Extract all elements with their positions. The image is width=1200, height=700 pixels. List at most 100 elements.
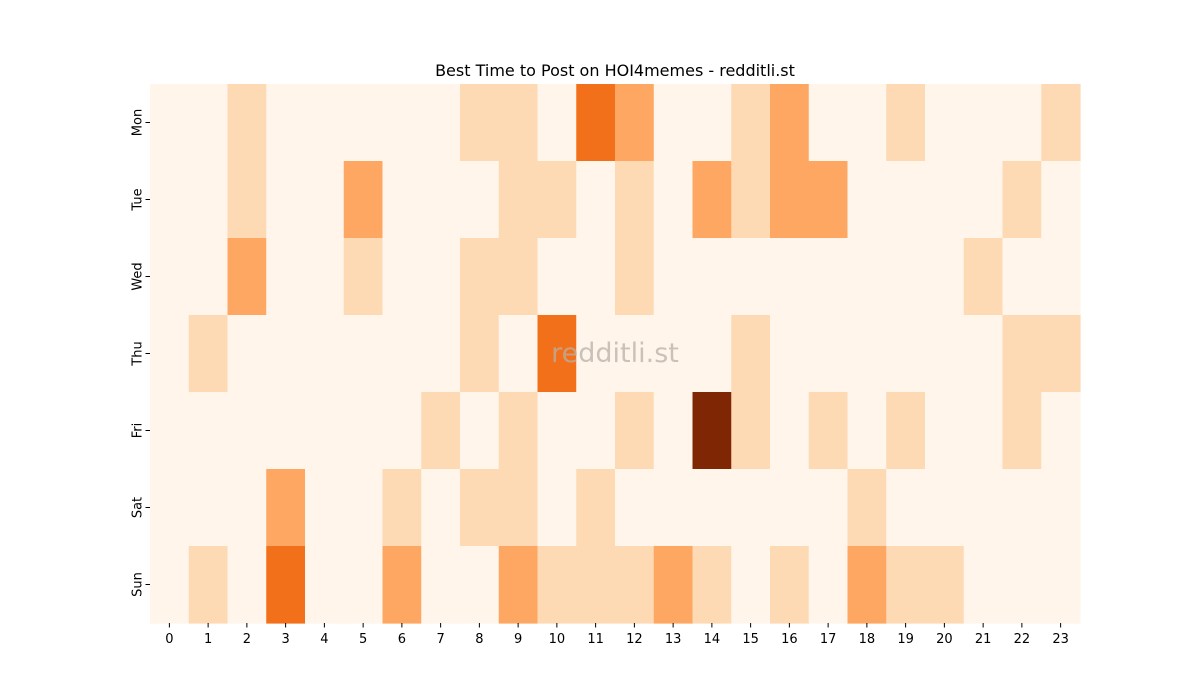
heatmap-cell-mon-3 xyxy=(266,84,306,162)
heatmap-cell-fri-2 xyxy=(227,392,267,470)
x-tick-label: 5 xyxy=(359,632,367,647)
heatmap-cell-sat-15 xyxy=(731,469,771,547)
heatmap-cell-mon-2 xyxy=(227,84,267,162)
heatmap-cell-thu-10 xyxy=(537,315,577,393)
heatmap-cell-tue-8 xyxy=(460,161,500,239)
heatmap-cell-sat-14 xyxy=(692,469,732,547)
heatmap-cell-mon-4 xyxy=(305,84,345,162)
heatmap-cell-wed-7 xyxy=(421,238,461,316)
heatmap-cell-wed-10 xyxy=(537,238,577,316)
heatmap-cell-mon-14 xyxy=(692,84,732,162)
x-tick-label: 14 xyxy=(704,632,721,647)
heatmap-cell-fri-21 xyxy=(963,392,1004,470)
heatmap-cell-sat-23 xyxy=(1041,469,1081,547)
heatmap-cell-fri-5 xyxy=(343,392,384,470)
heatmap-cell-sat-2 xyxy=(227,469,267,547)
x-tick-label: 20 xyxy=(936,632,953,647)
heatmap-cell-fri-14 xyxy=(692,392,732,470)
heatmap-cell-tue-11 xyxy=(576,161,616,239)
chart-title: Best Time to Post on HOI4memes - redditl… xyxy=(435,61,795,80)
heatmap-cell-tue-19 xyxy=(886,161,926,239)
heatmap-cell-tue-1 xyxy=(188,161,229,239)
heatmap-cell-fri-19 xyxy=(886,392,926,470)
heatmap-cell-tue-23 xyxy=(1041,161,1081,239)
heatmap-cell-mon-11 xyxy=(576,84,616,162)
heatmap-cell-mon-19 xyxy=(886,84,926,162)
heatmap-cell-fri-11 xyxy=(576,392,616,470)
heatmap-cell-fri-18 xyxy=(847,392,887,470)
heatmap-cell-mon-9 xyxy=(498,84,539,162)
heatmap-cell-wed-14 xyxy=(692,238,732,316)
heatmap-cell-mon-22 xyxy=(1002,84,1042,162)
heatmap-cell-thu-1 xyxy=(188,315,229,393)
heatmap-cell-wed-22 xyxy=(1002,238,1042,316)
heatmap-cell-thu-4 xyxy=(305,315,345,393)
heatmap-cell-sun-20 xyxy=(925,546,965,624)
heatmap-cell-thu-20 xyxy=(925,315,965,393)
heatmap-cell-thu-2 xyxy=(227,315,267,393)
heatmap-cell-thu-13 xyxy=(653,315,694,393)
heatmap-cell-sun-2 xyxy=(227,546,267,624)
heatmap-cell-fri-12 xyxy=(615,392,655,470)
heatmap-cell-sun-17 xyxy=(808,546,849,624)
heatmap-cell-tue-4 xyxy=(305,161,345,239)
heatmap-cell-tue-21 xyxy=(963,161,1004,239)
x-tick-label: 3 xyxy=(281,632,289,647)
heatmap-cell-fri-0 xyxy=(150,392,190,470)
heatmap-cell-sun-21 xyxy=(963,546,1004,624)
heatmap-cell-thu-11 xyxy=(576,315,616,393)
heatmap-cell-wed-9 xyxy=(498,238,539,316)
heatmap-cell-mon-13 xyxy=(653,84,694,162)
y-tick-label-sat: Sat xyxy=(131,497,146,518)
heatmap-cell-sun-3 xyxy=(266,546,306,624)
heatmap-cell-sun-15 xyxy=(731,546,771,624)
heatmap-cell-wed-11 xyxy=(576,238,616,316)
heatmap-cell-fri-13 xyxy=(653,392,694,470)
x-tick-label: 6 xyxy=(398,632,406,647)
x-axis-ticks: 0 1 2 3 4 5 6 7 8 9 10 11 12 13 14 15 16 17 18 19 20 21 22 23 xyxy=(165,623,1069,647)
heatmap-cell-fri-10 xyxy=(537,392,577,470)
x-tick-label: 18 xyxy=(859,632,876,647)
heatmap-cell-sat-4 xyxy=(305,469,345,547)
heatmap-cell-sat-0 xyxy=(150,469,190,547)
heatmap-cell-fri-6 xyxy=(382,392,422,470)
heatmap-cell-wed-12 xyxy=(615,238,655,316)
heatmap-cell-sat-20 xyxy=(925,469,965,547)
heatmap-cell-thu-5 xyxy=(343,315,384,393)
y-tick-label-fri: Fri xyxy=(131,423,146,439)
heatmap-cell-wed-21 xyxy=(963,238,1004,316)
heatmap-cell-sun-11 xyxy=(576,546,616,624)
heatmap-cell-fri-23 xyxy=(1041,392,1081,470)
x-tick-label: 4 xyxy=(320,632,328,647)
heatmap-cell-wed-4 xyxy=(305,238,345,316)
heatmap-cell-sun-14 xyxy=(692,546,732,624)
heatmap-cell-thu-8 xyxy=(460,315,500,393)
heatmap-cell-sun-1 xyxy=(188,546,229,624)
heatmap-cell-tue-13 xyxy=(653,161,694,239)
heatmap-cell-sun-0 xyxy=(150,546,190,624)
heatmap-cell-tue-5 xyxy=(343,161,384,239)
heatmap-cell-sat-5 xyxy=(343,469,384,547)
heatmap-cell-sat-8 xyxy=(460,469,500,547)
heatmap-cells xyxy=(150,84,1081,624)
heatmap-cell-sun-23 xyxy=(1041,546,1081,624)
heatmap-cell-fri-17 xyxy=(808,392,849,470)
heatmap-cell-mon-17 xyxy=(808,84,849,162)
heatmap-cell-fri-8 xyxy=(460,392,500,470)
heatmap-cell-sun-13 xyxy=(653,546,694,624)
heatmap-cell-wed-5 xyxy=(343,238,384,316)
heatmap-cell-wed-16 xyxy=(770,238,810,316)
x-tick-label: 13 xyxy=(665,632,682,647)
heatmap-cell-sat-6 xyxy=(382,469,422,547)
x-tick-label: 7 xyxy=(436,632,444,647)
x-tick-label: 0 xyxy=(165,632,173,647)
heatmap-cell-thu-19 xyxy=(886,315,926,393)
heatmap-cell-mon-7 xyxy=(421,84,461,162)
heatmap-cell-tue-20 xyxy=(925,161,965,239)
heatmap-cell-mon-0 xyxy=(150,84,190,162)
heatmap-cell-sat-9 xyxy=(498,469,539,547)
heatmap-cell-mon-18 xyxy=(847,84,887,162)
heatmap-cell-thu-21 xyxy=(963,315,1004,393)
heatmap-cell-thu-3 xyxy=(266,315,306,393)
heatmap-cell-sat-22 xyxy=(1002,469,1042,547)
